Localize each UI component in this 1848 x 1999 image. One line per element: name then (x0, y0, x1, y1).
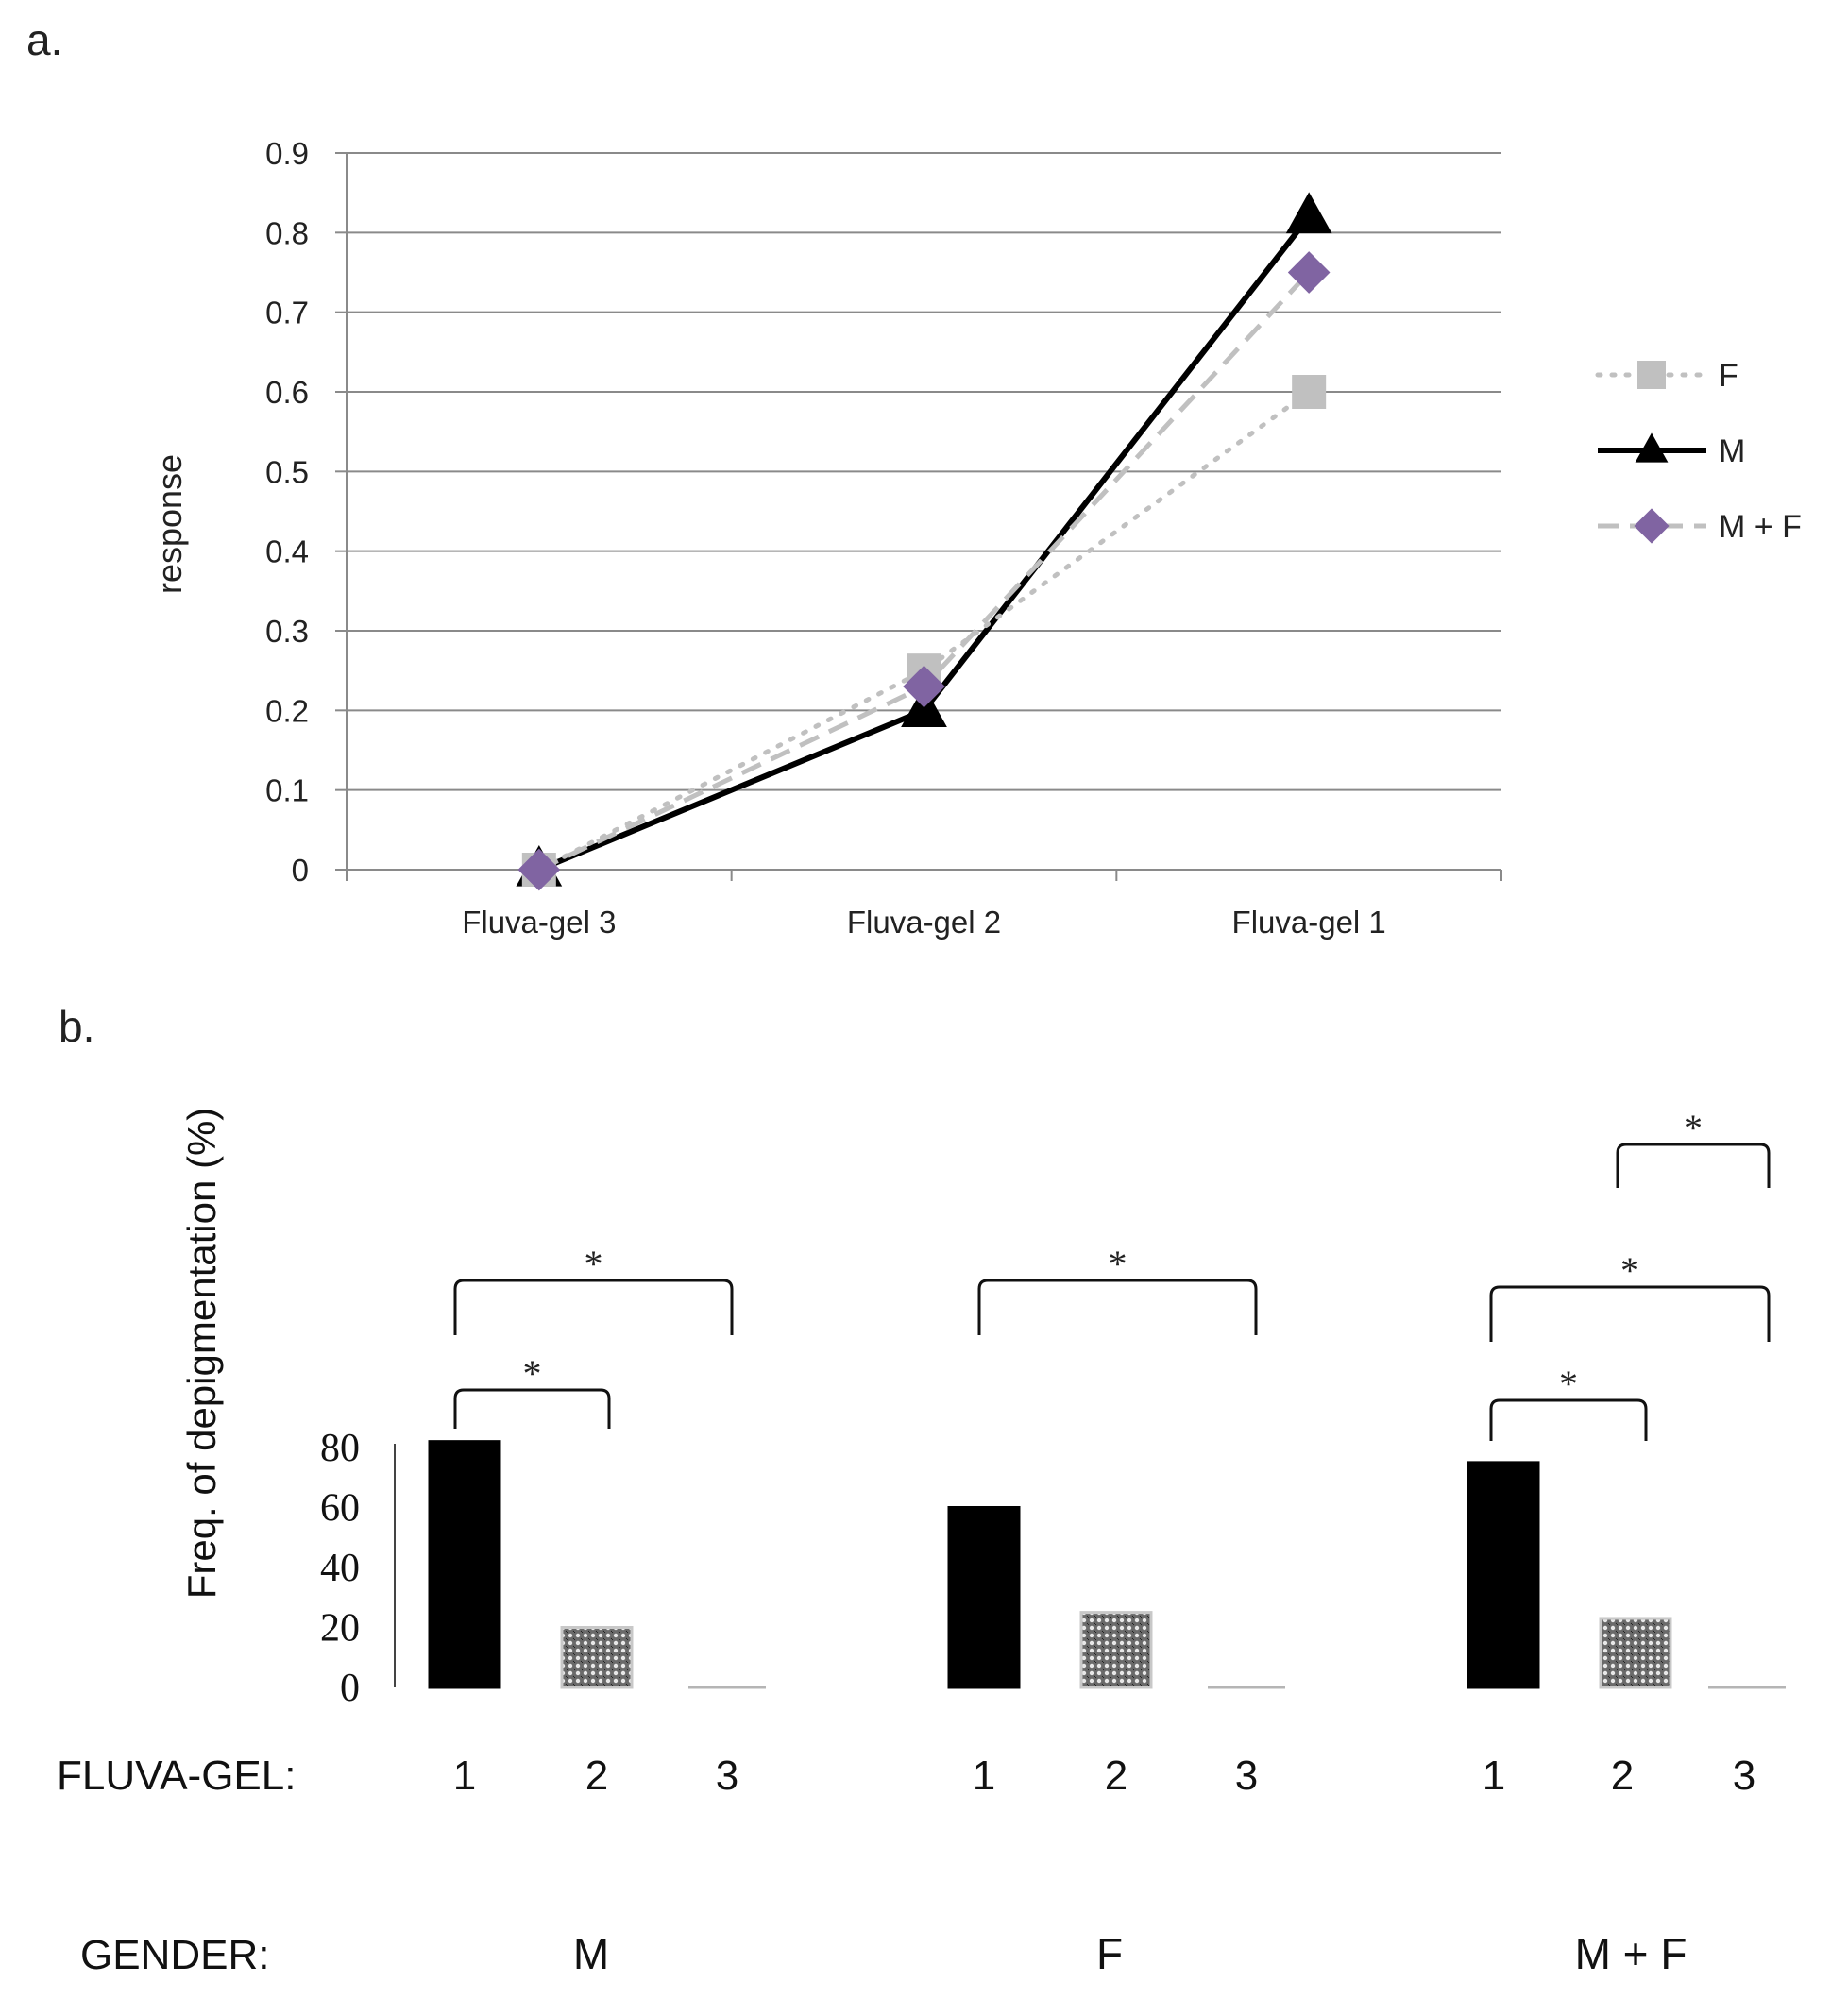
significance-star: * (1620, 1249, 1639, 1292)
panel-b-y-tick-labels: 0 20 40 60 80 (320, 1427, 360, 1710)
panel-b-bar-labels: 1 2 3 1 2 3 1 2 3 (453, 1753, 1755, 1799)
y-tick-label: 0 (340, 1667, 360, 1710)
group-label: F (1096, 1929, 1123, 1978)
bar-label: 2 (1105, 1753, 1127, 1799)
data-point-square (1637, 361, 1666, 389)
bracket-line (1489, 1285, 1771, 1342)
panel-a: a. 0 0.1 0.2 0.3 0.4 0.5 0.6 0.7 0.8 0.9 Fluva-ge… (26, 15, 1802, 940)
bracket-line (453, 1388, 611, 1429)
gender-row-label: GENDER: (80, 1932, 269, 1978)
significance-star: * (585, 1243, 603, 1285)
y-tick-label: 0.6 (265, 375, 309, 410)
bar-label: 3 (1235, 1753, 1258, 1799)
significance-bracket: * (977, 1243, 1258, 1335)
y-tick-label: 60 (320, 1487, 360, 1531)
data-point-diamond (1634, 508, 1670, 544)
x-tick-label: Fluva-gel 2 (847, 905, 1001, 940)
y-tick-label: 0.5 (265, 454, 309, 489)
data-point-diamond (1287, 251, 1331, 294)
bracket-line (1616, 1143, 1771, 1188)
bar-label: 3 (1733, 1753, 1755, 1799)
bar (560, 1626, 634, 1689)
significance-star: * (1684, 1107, 1703, 1149)
significance-star: * (523, 1352, 542, 1395)
series-mf (517, 251, 1331, 891)
bar-label: 1 (453, 1753, 476, 1799)
y-tick-label: 0 (292, 853, 309, 888)
panel-a-axes (335, 152, 1502, 881)
significance-star: * (1559, 1363, 1578, 1405)
bar (947, 1506, 1021, 1689)
y-tick-label: 20 (320, 1607, 360, 1651)
y-tick-label: 40 (320, 1547, 360, 1590)
panel-a-series (516, 192, 1332, 891)
significance-bracket: * (1489, 1249, 1771, 1342)
significance-star: * (1109, 1243, 1127, 1285)
fluva-gel-row-label: FLUVA-GEL: (57, 1753, 296, 1799)
significance-bracket: * (453, 1352, 611, 1429)
significance-bracket: * (1616, 1107, 1771, 1188)
series-line (536, 389, 1312, 872)
bracket-line (453, 1279, 734, 1335)
bar-group-f (947, 1506, 1285, 1689)
bracket-line (1489, 1398, 1648, 1441)
bar (1599, 1617, 1672, 1689)
y-tick-label: 80 (320, 1427, 360, 1470)
panel-b-group-labels: M F M + F (573, 1929, 1687, 1978)
legend-item: M + F (1598, 508, 1802, 545)
panel-a-legend: F M M + F (1595, 358, 1802, 545)
bar (1079, 1611, 1153, 1689)
panel-a-gridlines (347, 152, 1501, 791)
y-tick-label: 0.1 (265, 773, 309, 808)
data-point-diamond (517, 848, 561, 891)
legend-label: M (1719, 433, 1745, 469)
y-tick-label: 0.8 (265, 215, 309, 250)
series-line (537, 214, 1312, 872)
group-label: M + F (1575, 1929, 1687, 1978)
panel-a-label: a. (26, 15, 62, 64)
y-tick-label: 0.9 (265, 136, 309, 171)
bar-label: 2 (1611, 1753, 1634, 1799)
panel-b: b. Freq. of depigmentation (%) 0 20 40 60 80… (57, 1002, 1786, 1978)
legend-item: M (1598, 432, 1745, 469)
y-tick-label: 0.3 (265, 614, 309, 649)
series-m (516, 192, 1332, 887)
data-point-triangle (1285, 192, 1332, 234)
x-tick-label: Fluva-gel 3 (462, 905, 616, 940)
panel-a-y-tick-labels: 0 0.1 0.2 0.3 0.4 0.5 0.6 0.7 0.8 0.9 (265, 136, 309, 888)
group-label: M (573, 1929, 609, 1978)
bar-group-mf (1467, 1461, 1786, 1689)
panel-b-significance-brackets: * * * * * * (453, 1107, 1771, 1441)
bar (1467, 1461, 1540, 1689)
bar-label: 1 (1483, 1753, 1505, 1799)
bracket-line (977, 1279, 1258, 1335)
y-tick-label: 0.7 (265, 296, 309, 330)
panel-a-x-tick-labels: Fluva-gel 3 Fluva-gel 2 Fluva-gel 1 (462, 905, 1386, 940)
y-tick-label: 0.4 (265, 534, 309, 569)
x-tick-label: Fluva-gel 1 (1232, 905, 1386, 940)
bar (428, 1440, 501, 1689)
bar-group-m (428, 1440, 766, 1689)
bar-label: 2 (585, 1753, 608, 1799)
panel-b-y-axis-label: Freq. of depigmentation (%) (179, 1108, 224, 1600)
significance-bracket: * (453, 1243, 734, 1335)
bar-label: 3 (716, 1753, 738, 1799)
panel-b-bars (428, 1440, 1786, 1689)
y-tick-label: 0.2 (265, 693, 309, 728)
legend-item: F (1595, 358, 1738, 394)
data-point-diamond (903, 665, 945, 708)
data-point-triangle (1635, 432, 1669, 463)
legend-label: F (1719, 358, 1738, 394)
panel-b-label: b. (59, 1002, 94, 1051)
bar-label: 1 (973, 1753, 995, 1799)
significance-bracket: * (1489, 1363, 1648, 1441)
data-point-square (1292, 375, 1327, 409)
legend-label: M + F (1719, 509, 1802, 545)
panel-a-y-axis-label: response (150, 454, 189, 594)
